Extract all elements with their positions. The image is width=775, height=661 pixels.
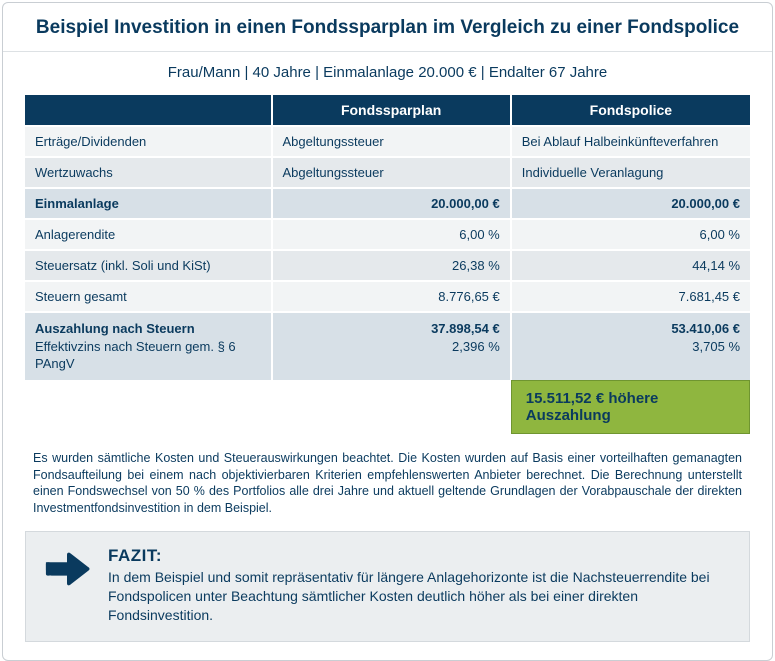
row-callout: 15.511,52 € höhere Auszahlung [25,380,750,434]
comparison-card: Beispiel Investition in einen Fondssparp… [2,2,773,661]
cell-a: 8.776,65 € [272,281,511,312]
row-steuersatz: Steuersatz (inkl. Soli und KiSt) 26,38 %… [25,250,750,281]
row-anlagerendite: Anlagerendite 6,00 % 6,00 % [25,219,750,250]
table-header-row: Fondssparplan Fondspolice [25,95,750,126]
scenario-subtitle: Frau/Mann | 40 Jahre | Einmalanlage 20.0… [3,52,772,95]
page-title: Beispiel Investition in einen Fondssparp… [15,17,760,39]
fazit-body: In dem Beispiel und somit repräsentativ … [108,568,731,625]
cell-a: 6,00 % [272,219,511,250]
value-sub: 2,396 % [283,338,500,356]
row-ertraege: Erträge/Dividenden Abgeltungssteuer Bei … [25,126,750,157]
higher-payout-callout: 15.511,52 € höhere Auszahlung [511,380,750,434]
cell-label: Anlagerendite [25,219,272,250]
cell-b: 53.410,06 € 3,705 % [511,312,750,380]
cell-label: Wertzuwachs [25,157,272,188]
cell-b: 6,00 % [511,219,750,250]
cell-b: Bei Ablauf Halbeinkünfteverfahren [511,126,750,157]
cell-label: Erträge/Dividenden [25,126,272,157]
cell-label: Steuern gesamt [25,281,272,312]
row-auszahlung: Auszahlung nach Steuern Effektivzins nac… [25,312,750,380]
cell-a: 26,38 % [272,250,511,281]
row-einmalanlage: Einmalanlage 20.000,00 € 20.000,00 € [25,188,750,219]
row-steuern-gesamt: Steuern gesamt 8.776,65 € 7.681,45 € [25,281,750,312]
label-sub: Effektivzins nach Steuern gem. § 6 PAngV [35,338,261,373]
pointing-hand-icon [44,548,90,588]
th-fondssparplan: Fondssparplan [272,95,511,126]
cell-b: 7.681,45 € [511,281,750,312]
cell-b: 44,14 % [511,250,750,281]
cell-b: Individuelle Veranlagung [511,157,750,188]
cell-a: Abgeltungssteuer [272,126,511,157]
value-main: 37.898,54 € [283,320,500,338]
cell-label: Einmalanlage [25,188,272,219]
th-fondspolice: Fondspolice [511,95,750,126]
cell-label: Steuersatz (inkl. Soli und KiSt) [25,250,272,281]
cell-label: Auszahlung nach Steuern Effektivzins nac… [25,312,272,380]
cell-a: 20.000,00 € [272,188,511,219]
fazit-heading: FAZIT: [108,546,731,566]
footnote-text: Es wurden sämtliche Kosten und Steueraus… [33,450,742,518]
title-row: Beispiel Investition in einen Fondssparp… [3,3,772,52]
cell-a: Abgeltungssteuer [272,157,511,188]
value-sub: 3,705 % [522,338,740,356]
value-main: 53.410,06 € [522,320,740,338]
comparison-table: Fondssparplan Fondspolice Erträge/Divide… [25,95,750,434]
fazit-box: FAZIT: In dem Beispiel und somit repräse… [25,531,750,642]
th-label [25,95,272,126]
fazit-text: FAZIT: In dem Beispiel und somit repräse… [108,546,731,625]
label-main: Auszahlung nach Steuern [35,320,261,338]
cell-b: 20.000,00 € [511,188,750,219]
cell-a: 37.898,54 € 2,396 % [272,312,511,380]
row-wertzuwachs: Wertzuwachs Abgeltungssteuer Individuell… [25,157,750,188]
